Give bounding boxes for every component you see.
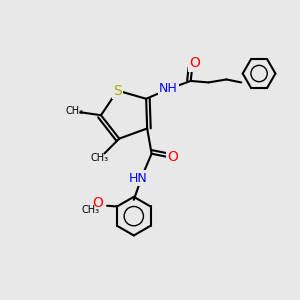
Text: S: S <box>113 84 122 98</box>
Text: HN: HN <box>129 172 148 184</box>
Text: CH₃: CH₃ <box>82 205 100 215</box>
Text: CH₃: CH₃ <box>91 153 109 163</box>
Text: O: O <box>167 150 178 164</box>
Text: O: O <box>93 196 104 210</box>
Text: CH₃: CH₃ <box>65 106 83 116</box>
Text: O: O <box>190 56 201 70</box>
Text: NH: NH <box>159 82 178 95</box>
